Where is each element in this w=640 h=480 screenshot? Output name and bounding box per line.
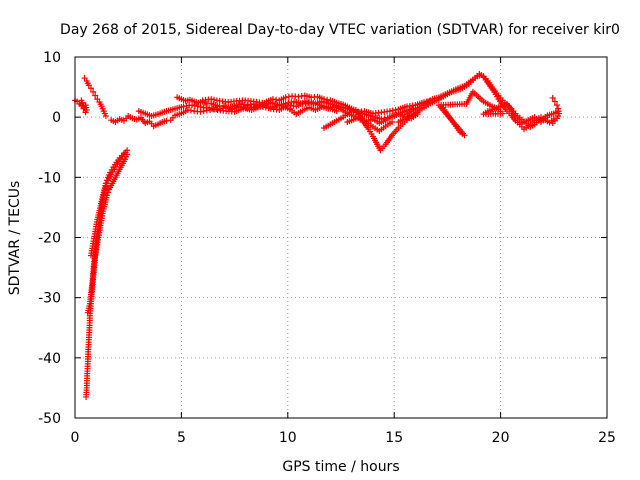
data-point	[189, 102, 196, 109]
data-point	[163, 117, 170, 124]
data-point	[87, 85, 94, 92]
data-point-fill	[285, 93, 292, 100]
data-point-fill	[194, 103, 201, 110]
data-point	[420, 99, 427, 106]
axis-tick-labels: 0 5 10 15 20 25 10 0 -10 -20 -30 -40 -50	[38, 50, 616, 446]
data-point	[102, 180, 109, 187]
y-tick-label: -50	[38, 411, 61, 427]
data-point-fill	[273, 96, 280, 103]
data-point	[124, 151, 131, 158]
data-point	[378, 115, 385, 122]
data-point-fill	[426, 97, 433, 104]
data-point	[120, 150, 127, 157]
data-point-fill	[79, 102, 86, 109]
data-point	[389, 118, 396, 125]
data-point	[80, 105, 87, 112]
data-point-fill	[241, 101, 248, 108]
data-point	[82, 109, 89, 116]
y-tick-label: 0	[52, 110, 61, 126]
data-points	[72, 70, 563, 400]
x-axis-label: GPS time / hours	[282, 459, 399, 475]
data-point	[81, 75, 88, 82]
data-point	[549, 94, 556, 101]
data-point-fill	[79, 100, 86, 107]
data-point	[269, 96, 276, 103]
data-point	[549, 120, 556, 127]
x-tick-label: 5	[177, 430, 186, 446]
data-point	[257, 103, 264, 110]
data-point	[94, 96, 101, 103]
data-point-fill	[389, 107, 396, 114]
data-point-fill	[211, 96, 218, 103]
y-tick-label: 10	[43, 50, 61, 66]
data-point	[237, 100, 244, 107]
y-axis-label: SDTVAR / TECUs	[7, 181, 23, 296]
plot-frame	[74, 56, 608, 419]
data-point	[544, 114, 551, 121]
x-tick-label: 25	[598, 430, 616, 446]
data-point	[85, 82, 92, 89]
chart-title: Day 268 of 2015, Sidereal Day-to-day VTE…	[60, 22, 620, 38]
data-point	[203, 100, 210, 107]
data-point-fill	[423, 98, 430, 105]
data-point	[103, 192, 110, 199]
x-tick-label: 15	[385, 430, 403, 446]
data-point	[429, 97, 436, 104]
data-point-fill	[187, 107, 194, 114]
data-point	[90, 88, 97, 95]
x-tick-label: 0	[71, 430, 80, 446]
data-point-fill	[211, 106, 218, 113]
y-tick-label: -10	[38, 170, 61, 186]
data-point-fill	[381, 115, 388, 122]
data-point-fill	[298, 93, 305, 100]
data-point-fill	[324, 96, 331, 103]
y-tick-label: -30	[38, 291, 61, 307]
data-point	[386, 108, 393, 115]
x-tick-label: 10	[279, 430, 297, 446]
data-point	[282, 94, 289, 101]
data-point	[295, 93, 302, 100]
data-point-fill	[191, 102, 198, 109]
data-point	[184, 106, 191, 113]
data-point	[78, 97, 85, 104]
x-tick-label: 20	[492, 430, 510, 446]
data-point	[216, 103, 223, 110]
data-point-fill	[103, 177, 110, 184]
data-point	[92, 92, 99, 99]
y-tick-label: -40	[38, 351, 61, 367]
data-point	[208, 96, 215, 103]
data-point-fill	[392, 106, 399, 113]
data-point	[206, 105, 213, 112]
data-point	[553, 102, 560, 109]
data-point	[333, 108, 340, 115]
data-point-fill	[208, 105, 215, 112]
data-point-fill	[213, 97, 220, 104]
y-tick-label: -20	[38, 231, 61, 247]
data-point	[102, 112, 109, 119]
data-point	[551, 98, 558, 105]
